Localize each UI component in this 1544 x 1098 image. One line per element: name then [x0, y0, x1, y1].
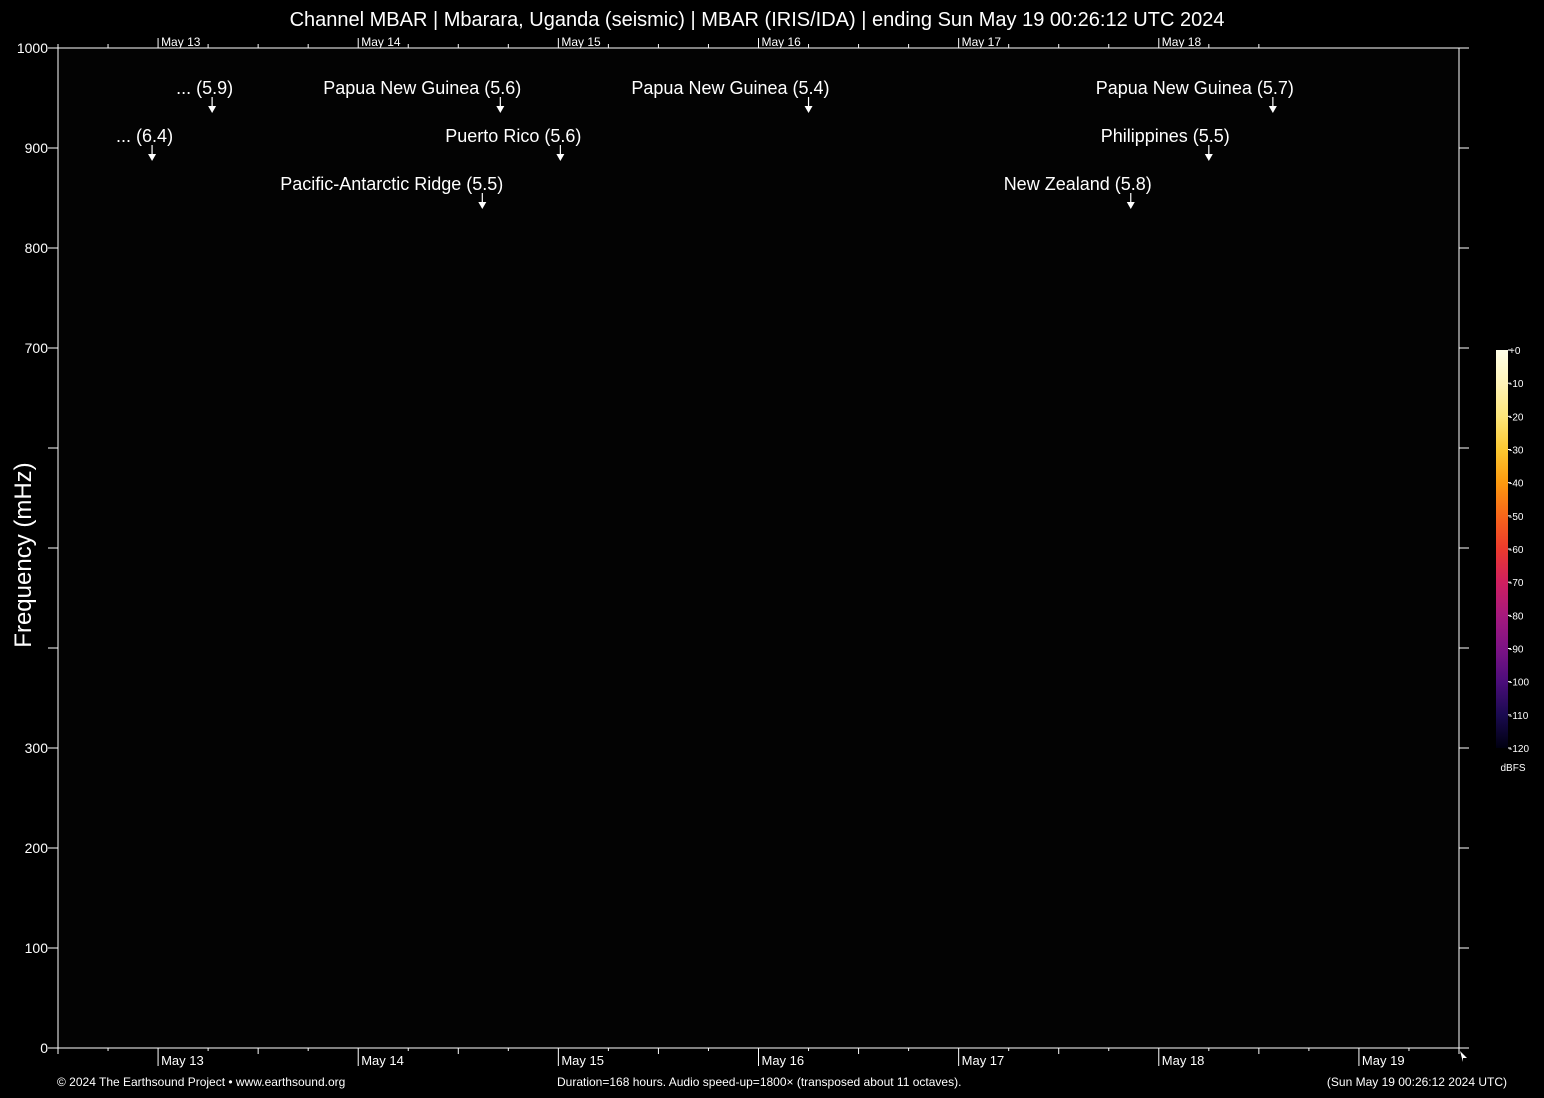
event-label: Papua New Guinea (5.4) [631, 78, 829, 98]
y-axis-label: Frequency (mHz) [10, 462, 37, 647]
x-tick-label-top: May 18 [1162, 35, 1202, 49]
event-arrow-icon [1204, 154, 1213, 161]
colorbar-tick-label: +0 [1509, 346, 1521, 357]
x-tick-label: May 14 [361, 1053, 404, 1068]
colorbar-tick-label: -20 [1509, 412, 1524, 423]
chart-title: Channel MBAR | Mbarara, Uganda (seismic)… [289, 9, 1225, 31]
x-tick-label: May 17 [962, 1053, 1005, 1068]
event-arrow-icon [148, 154, 157, 161]
colorbar-tick-label: -10 [1509, 379, 1524, 390]
x-tick-label: May 19 [1362, 1053, 1405, 1068]
x-tick-label-top: May 15 [561, 35, 601, 49]
colorbar-gradient [1496, 350, 1508, 748]
x-tick-label-top: May 16 [762, 35, 802, 49]
event-label: Puerto Rico (5.6) [445, 126, 581, 146]
colorbar-tick-label: -120 [1509, 744, 1529, 755]
y-tick-label: 100 [25, 940, 49, 956]
colorbar-tick-label: -40 [1509, 479, 1524, 490]
end-marker-icon [1460, 1051, 1467, 1062]
event-arrow-icon [804, 106, 813, 113]
x-tick-label-top: May 17 [962, 35, 1002, 49]
event-annotations: ... (6.4) ... (5.9) Papua New Guinea (5.6)… [116, 78, 1294, 209]
colorbar-tick-label: -60 [1509, 545, 1524, 556]
plot-area [57, 47, 1469, 1049]
y-tick-label: 700 [25, 340, 49, 356]
y-tick-label: 0 [40, 1040, 48, 1056]
footer-duration: Duration=168 hours. Audio speed-up=1800×… [557, 1075, 962, 1089]
event-label: Papua New Guinea (5.7) [1096, 78, 1294, 98]
event-arrow-icon [1268, 106, 1277, 113]
x-tick-label-top: May 14 [361, 35, 401, 49]
y-tick-label: 200 [25, 840, 49, 856]
event-arrow-icon [496, 106, 505, 113]
x-axis-bottom: May 13 May 14 May 15 May 16 May 17 May 18 May … [57, 1048, 1467, 1068]
colorbar-tick-label: -90 [1509, 645, 1524, 656]
event-label: ... (5.9) [176, 78, 233, 98]
colorbar-tick-label: -100 [1509, 678, 1529, 689]
x-tick-label: May 16 [762, 1053, 805, 1068]
colorbar: +0 -10 -20 -30 -40 -50 -60 -70 -80 -90 -100 -110 -12… [1496, 346, 1529, 774]
colorbar-tick-label: -110 [1509, 711, 1529, 722]
event-label: Papua New Guinea (5.6) [323, 78, 521, 98]
event-label: Pacific-Antarctic Ridge (5.5) [280, 174, 503, 194]
y-tick-label: 800 [25, 240, 49, 256]
colorbar-tick-label: -50 [1509, 512, 1524, 523]
footer-timestamp: (Sun May 19 00:26:12 2024 UTC) [1326, 1075, 1507, 1089]
colorbar-unit: dBFS [1500, 763, 1525, 774]
x-axis-top: May 13 May 14 May 15 May 16 May 17 May 18 [57, 35, 1260, 49]
event-arrow-icon [208, 106, 217, 113]
event-label: ... (6.4) [116, 126, 173, 146]
x-tick-label: May 18 [1162, 1053, 1205, 1068]
footer-copyright: © 2024 The Earthsound Project • www.eart… [57, 1075, 346, 1089]
colorbar-tick-label: -30 [1509, 446, 1524, 457]
event-arrow-icon [1126, 202, 1135, 209]
y-axis: 0 100 200 300 700 800 900 1000 [17, 40, 1469, 1056]
x-tick-label: May 15 [561, 1053, 604, 1068]
x-tick-label: May 13 [161, 1053, 204, 1068]
y-tick-label: 900 [25, 140, 49, 156]
plot-background [58, 48, 1459, 1048]
y-tick-label: 300 [25, 740, 49, 756]
event-arrow-icon [556, 154, 565, 161]
y-tick-label: 1000 [17, 40, 48, 56]
x-tick-label-top: May 13 [161, 35, 201, 49]
event-arrow-icon [478, 202, 487, 209]
colorbar-tick-label: -70 [1509, 578, 1524, 589]
event-label: New Zealand (5.8) [1004, 174, 1152, 194]
colorbar-tick-label: -80 [1509, 611, 1524, 622]
event-label: Philippines (5.5) [1101, 126, 1230, 146]
